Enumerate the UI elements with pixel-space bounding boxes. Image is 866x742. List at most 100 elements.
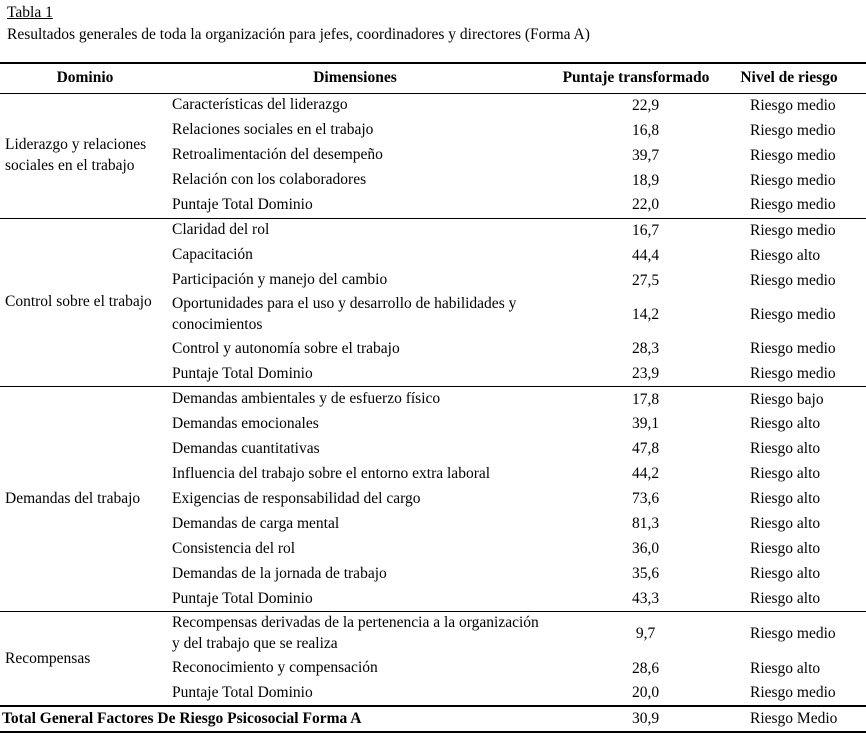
table-row: Demandas cuantitativas 47,8 Riesgo alto: [0, 437, 866, 462]
score-cell: 44,2: [631, 465, 660, 483]
dimension-cell: Retroalimentación del desempeño: [172, 146, 383, 164]
column-header-puntaje-transformado: Puntaje transformado: [540, 63, 712, 94]
score-cell: 14,2: [631, 305, 660, 323]
table-number-caption: Tabla 1: [7, 4, 53, 21]
risk-cell: Riesgo alto: [750, 415, 821, 433]
risk-cell: Riesgo medio: [750, 221, 836, 239]
dimension-cell: Puntaje Total Dominio: [170, 681, 540, 707]
dimension-cell: Características del liderazgo: [172, 96, 348, 114]
table-row: Oportunidades para el uso y desarrollo d…: [0, 293, 866, 337]
risk-cell: Riesgo medio: [712, 361, 866, 388]
table-row: Demandas de carga mental 81,3 Riesgo alto: [0, 512, 866, 537]
table-row: Exigencias de responsabilidad del cargo 7…: [0, 487, 866, 512]
table-row: Retroalimentación del desempeño 39,7 Riesg…: [0, 143, 866, 168]
table-row: Influencia del trabajo sobre el entorno …: [0, 462, 866, 487]
score-cell: 44,4: [631, 246, 660, 264]
score-cell: 28,3: [631, 340, 660, 358]
domain-cell: Demandas del trabajo: [0, 386, 170, 613]
dimension-cell: Puntaje Total Dominio: [170, 586, 540, 613]
risk-cell: Riesgo alto: [712, 586, 866, 613]
dimension-cell: Influencia del trabajo sobre el entorno …: [172, 464, 491, 482]
risk-cell: Riesgo alto: [750, 440, 821, 458]
risk-cell: Riesgo medio: [750, 625, 836, 643]
dimension-cell: Claridad del rol: [172, 221, 270, 239]
table-row: Liderazgo y relaciones sociales en el tr…: [0, 93, 866, 219]
score-cell: 20,0: [540, 681, 712, 707]
risk-cell: Riesgo medio: [750, 340, 836, 358]
score-cell: 18,9: [631, 171, 660, 189]
risk-cell: Riesgo medio: [750, 305, 836, 323]
column-header-dominio: Dominio: [0, 63, 170, 94]
table-total-row: Total General Factores De Riesgo Psicoso…: [0, 705, 866, 733]
score-cell: 22,9: [631, 96, 660, 114]
risk-cell: Riesgo medio: [712, 193, 866, 219]
dimension-cell: Puntaje Total Dominio: [170, 361, 540, 388]
dimension-cell: Demandas cuantitativas: [172, 439, 320, 457]
score-cell: 16,8: [631, 121, 660, 139]
column-header-dimensiones: Dimensiones: [170, 63, 540, 94]
dimension-cell: Relación con los colaboradores: [172, 171, 367, 189]
table-row: Relaciones sociales en el trabajo 16,8 Rie…: [0, 118, 866, 143]
table-body: Liderazgo y relaciones sociales en el tr…: [0, 93, 866, 707]
dimension-cell: Demandas de la jornada de trabajo: [172, 564, 387, 582]
risk-cell: Riesgo alto: [750, 540, 821, 558]
table-row: Capacitación 44,4 Riesgo alto: [0, 243, 866, 268]
domain-cell: Recompensas: [0, 611, 170, 707]
domain-cell: Liderazgo y relaciones sociales en el tr…: [0, 93, 170, 219]
risk-cell: Riesgo alto: [750, 490, 821, 508]
score-cell: 39,7: [631, 146, 660, 164]
dimension-cell: Reconocimiento y compensación: [172, 659, 378, 677]
dimension-cell: Control y autonomía sobre el trabajo: [172, 339, 400, 357]
dimension-cell: Puntaje Total Dominio: [170, 193, 540, 219]
risk-cell: Riesgo medio: [750, 146, 836, 164]
dimension-cell: Demandas emocionales: [172, 414, 319, 432]
table-row: Puntaje Total Dominio 22,0 Riesgo medio: [0, 193, 866, 219]
risk-cell: Riesgo medio: [750, 271, 836, 289]
score-cell: 81,3: [631, 515, 660, 533]
score-cell: 39,1: [631, 415, 660, 433]
risk-cell: Riesgo medio: [712, 681, 866, 707]
domain-cell: Control sobre el trabajo: [0, 218, 170, 388]
dimension-cell: Capacitación: [172, 246, 253, 264]
dimension-cell: Participación y manejo del cambio: [172, 271, 388, 289]
risk-cell: Riesgo alto: [750, 246, 821, 264]
total-general-score: 30,9: [540, 705, 712, 733]
table-description-caption: Resultados generales de toda la organiza…: [7, 26, 590, 43]
score-cell: 47,8: [631, 440, 660, 458]
table-row: Puntaje Total Dominio 20,0 Riesgo medio: [0, 681, 866, 707]
table-row: Participación y manejo del cambio 27,5 Rie…: [0, 268, 866, 293]
score-cell: 43,3: [540, 586, 712, 613]
table-row: Puntaje Total Dominio 43,3 Riesgo alto: [0, 586, 866, 613]
risk-cell: Riesgo alto: [750, 565, 821, 583]
score-cell: 9,7: [635, 625, 656, 643]
table-row: Control sobre el trabajo Claridad del rol…: [0, 218, 866, 388]
risk-cell: Riesgo medio: [750, 96, 836, 114]
table-row: Demandas emocionales 39,1 Riesgo alto: [0, 412, 866, 437]
dimension-cell: Recompensas derivadas de la pertenencia …: [172, 614, 539, 653]
table-row: Demandas de la jornada de trabajo 35,6 Rie…: [0, 562, 866, 587]
total-general-label: Total General Factores De Riesgo Psicoso…: [0, 705, 540, 733]
risk-cell: Riesgo bajo: [750, 390, 824, 408]
score-cell: 22,0: [540, 193, 712, 219]
score-cell: 35,6: [631, 565, 660, 583]
risk-cell: Riesgo alto: [750, 659, 821, 677]
table-header-row: Dominio Dimensiones Puntaje transformado…: [0, 63, 866, 94]
dimension-cell: Consistencia del rol: [172, 539, 296, 557]
score-cell: 27,5: [631, 271, 660, 289]
risk-cell: Riesgo alto: [750, 515, 821, 533]
risk-cell: Riesgo medio: [750, 171, 836, 189]
score-cell: 23,9: [540, 361, 712, 388]
table-row: Puntaje Total Dominio 23,9 Riesgo medio: [0, 361, 866, 388]
dimension-cell: Demandas de carga mental: [172, 514, 340, 532]
table-row: Control y autonomía sobre el trabajo 28,3…: [0, 337, 866, 362]
table-row: Consistencia del rol 36,0 Riesgo alto: [0, 537, 866, 562]
score-cell: 28,6: [631, 659, 660, 677]
dimension-cell: Exigencias de responsabilidad del cargo: [172, 489, 421, 507]
table-row: Reconocimiento y compensación 28,6 Riesgo …: [0, 656, 866, 681]
column-header-nivel-de-riesgo: Nivel de riesgo: [712, 63, 866, 94]
table-row: Demandas del trabajo Demandas ambientales…: [0, 386, 866, 613]
table-row: Recompensas Recompensas derivadas de la p…: [0, 611, 866, 707]
dimension-cell: Relaciones sociales en el trabajo: [172, 121, 374, 139]
score-cell: 73,6: [631, 490, 660, 508]
